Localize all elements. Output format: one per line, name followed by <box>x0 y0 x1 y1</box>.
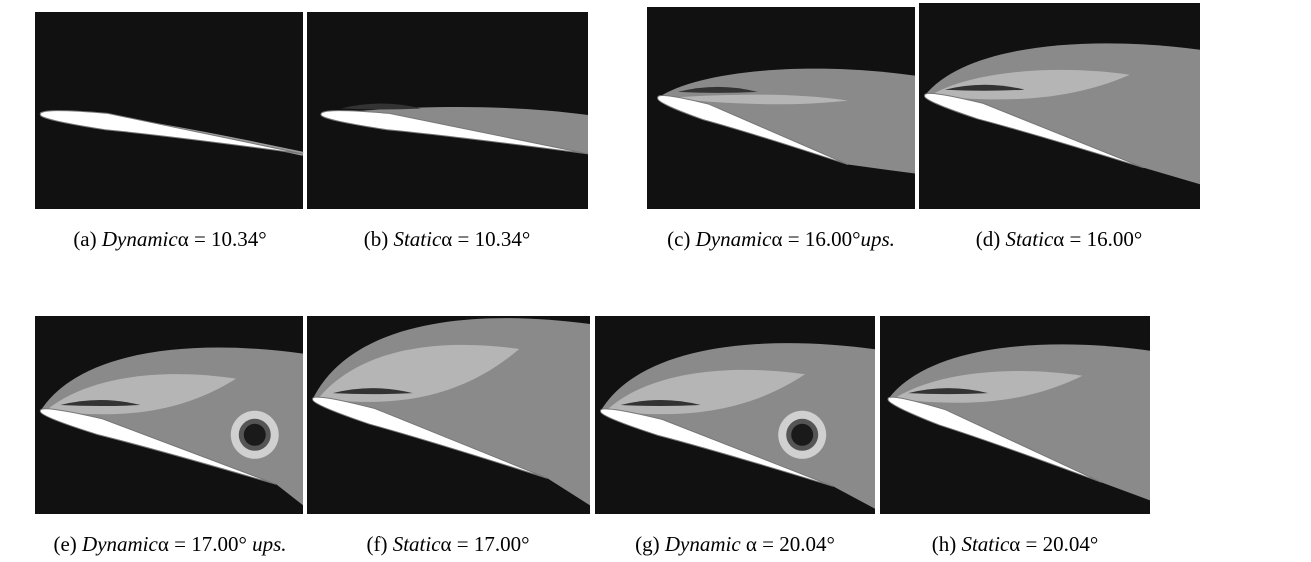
caption-part: Dynamic <box>81 532 158 556</box>
caption-part: Static <box>961 532 1010 556</box>
caption-part: (c) <box>667 227 696 251</box>
caption-part: (d) <box>976 227 1006 251</box>
caption-part: (h) <box>932 532 962 556</box>
caption-part: α = 16.00° <box>771 227 860 251</box>
caption-part: α = 20.04° <box>741 532 835 556</box>
caption: (d) Staticα = 16.00° <box>976 227 1143 251</box>
caption-part: Dynamic <box>101 227 178 251</box>
caption-part: α = 10.34° <box>441 227 530 251</box>
caption-part: ups. <box>252 532 286 556</box>
caption-part: α = 17.00° <box>158 532 252 556</box>
flow-image <box>307 316 590 514</box>
caption-part: (a) <box>73 227 102 251</box>
caption-part: Dynamic <box>664 532 741 556</box>
caption-part: (e) <box>53 532 82 556</box>
caption: (a) Dynamicα = 10.34° <box>73 227 266 251</box>
caption-part: Static <box>393 227 442 251</box>
caption-part: Dynamic <box>695 227 772 251</box>
caption-part: (g) <box>635 532 665 556</box>
flow-image <box>919 3 1200 209</box>
vortex-core <box>791 424 813 446</box>
caption-part: ups. <box>860 227 894 251</box>
image-background <box>35 12 303 209</box>
flow-image <box>307 12 588 209</box>
caption-part: Static <box>1005 227 1054 251</box>
caption-part: α = 17.00° <box>441 532 530 556</box>
caption: (g) Dynamic α = 20.04° <box>635 532 835 556</box>
caption: (e) Dynamicα = 17.00° ups. <box>53 532 286 556</box>
caption-part: α = 20.04° <box>1009 532 1098 556</box>
page: (a) Dynamicα = 10.34°(b) Staticα = 10.34… <box>0 0 1311 562</box>
caption-part: (b) <box>364 227 394 251</box>
flow-image <box>880 316 1150 514</box>
caption: (f) Staticα = 17.00° <box>366 532 529 556</box>
flow-image <box>35 316 303 514</box>
figure: (a) Dynamicα = 10.34°(b) Staticα = 10.34… <box>0 0 1311 562</box>
caption: (h) Staticα = 20.04° <box>932 532 1099 556</box>
flow-image <box>595 316 875 514</box>
caption: (c) Dynamicα = 16.00°ups. <box>667 227 895 251</box>
caption-part: Static <box>393 532 442 556</box>
caption-part: α = 10.34° <box>178 227 267 251</box>
vortex-core <box>244 424 266 446</box>
flow-image <box>35 12 303 209</box>
caption: (b) Staticα = 10.34° <box>364 227 531 251</box>
caption-part: (f) <box>366 532 392 556</box>
caption-part: α = 16.00° <box>1053 227 1142 251</box>
flow-image <box>647 7 915 209</box>
